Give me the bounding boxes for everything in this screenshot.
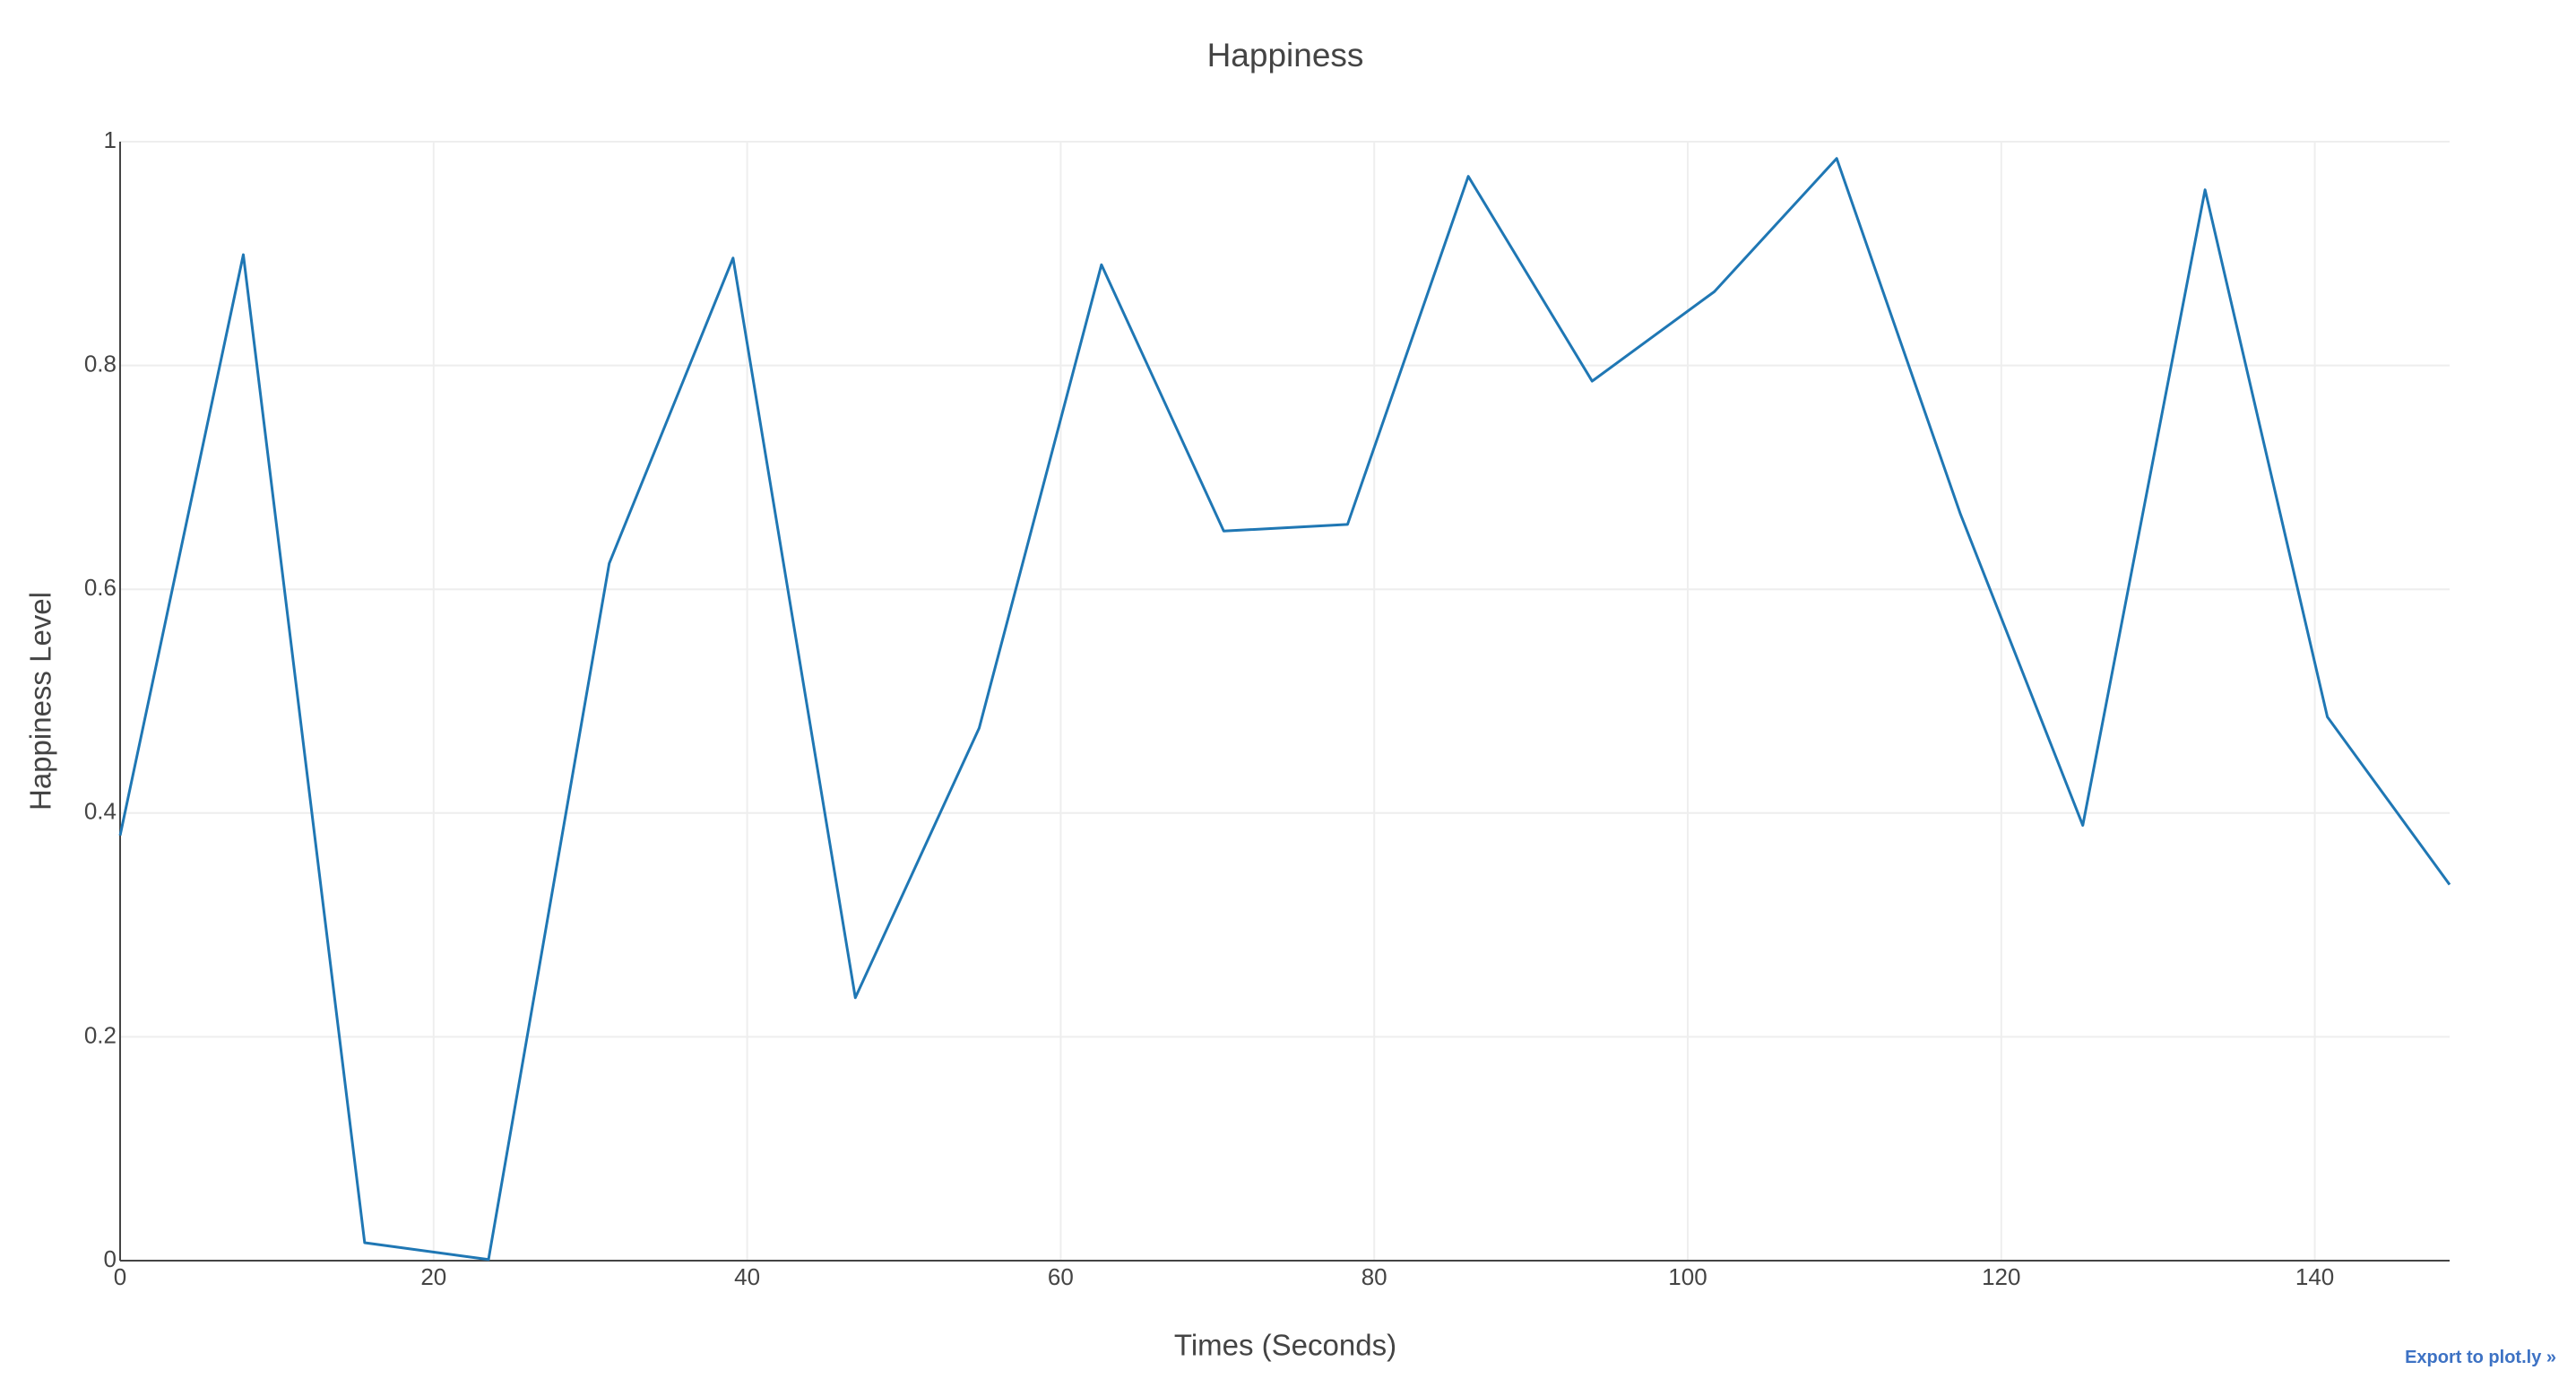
x-tick-label: 120 (1982, 1263, 2020, 1290)
data-line (118, 157, 2451, 1262)
x-tick-label: 60 (1048, 1263, 1074, 1290)
y-tick-label: 0.2 (84, 1021, 117, 1048)
x-tick-label: 80 (1361, 1263, 1387, 1290)
export-link[interactable]: Export to plot.ly » (2405, 1348, 2556, 1367)
y-tick-label: 0.8 (84, 350, 117, 377)
y-axis-title: Happiness Level (24, 592, 57, 811)
x-axis-title: Times (Seconds) (1174, 1329, 1396, 1362)
x-tick-label: 140 (2295, 1263, 2334, 1290)
y-tick-label: 0 (104, 1245, 117, 1272)
y-tick-label: 1 (104, 126, 117, 153)
x-tick-label: 0 (114, 1263, 126, 1290)
y-tick-label: 0.6 (84, 574, 117, 601)
y-tick-label: 0.4 (84, 798, 117, 825)
x-tick-label: 100 (1668, 1263, 1707, 1290)
chart-title: Happiness (1207, 37, 1364, 74)
x-tick-label: 40 (734, 1263, 760, 1290)
x-tick-label: 20 (420, 1263, 446, 1290)
